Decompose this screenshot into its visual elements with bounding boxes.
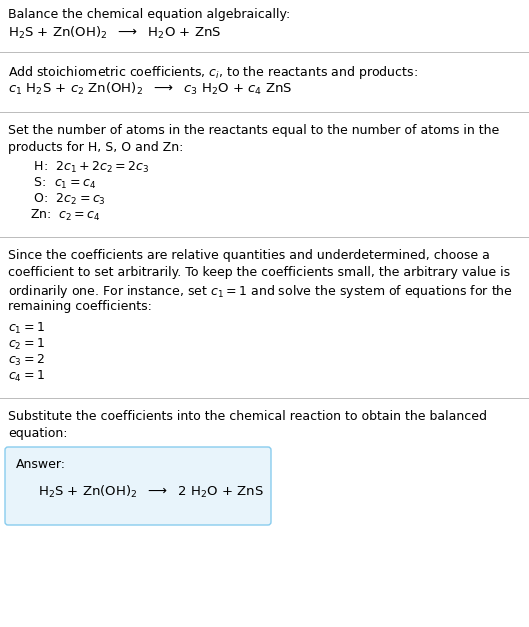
Text: equation:: equation: (8, 427, 68, 440)
Text: H:  $2 c_1 + 2 c_2 = 2 c_3$: H: $2 c_1 + 2 c_2 = 2 c_3$ (30, 160, 149, 175)
Text: Zn:  $c_2 = c_4$: Zn: $c_2 = c_4$ (30, 208, 101, 223)
Text: remaining coefficients:: remaining coefficients: (8, 300, 152, 313)
Text: $c_3 = 2$: $c_3 = 2$ (8, 353, 45, 368)
Text: $c_1 = 1$: $c_1 = 1$ (8, 321, 45, 336)
Text: $c_4 = 1$: $c_4 = 1$ (8, 369, 45, 384)
Text: H$_2$S + Zn(OH)$_2$  $\longrightarrow$  H$_2$O + ZnS: H$_2$S + Zn(OH)$_2$ $\longrightarrow$ H$… (8, 25, 221, 41)
Text: Answer:: Answer: (16, 458, 66, 471)
Text: Add stoichiometric coefficients, $c_i$, to the reactants and products:: Add stoichiometric coefficients, $c_i$, … (8, 64, 418, 81)
Text: $c_1$ H$_2$S + $c_2$ Zn(OH)$_2$  $\longrightarrow$  $c_3$ H$_2$O + $c_4$ ZnS: $c_1$ H$_2$S + $c_2$ Zn(OH)$_2$ $\longri… (8, 81, 292, 97)
Text: Substitute the coefficients into the chemical reaction to obtain the balanced: Substitute the coefficients into the che… (8, 410, 487, 423)
Text: O:  $2 c_2 = c_3$: O: $2 c_2 = c_3$ (30, 192, 106, 207)
Text: products for H, S, O and Zn:: products for H, S, O and Zn: (8, 141, 184, 154)
Text: H$_2$S + Zn(OH)$_2$  $\longrightarrow$  2 H$_2$O + ZnS: H$_2$S + Zn(OH)$_2$ $\longrightarrow$ 2 … (38, 484, 264, 500)
Text: S:  $c_1 = c_4$: S: $c_1 = c_4$ (30, 176, 96, 191)
Text: Set the number of atoms in the reactants equal to the number of atoms in the: Set the number of atoms in the reactants… (8, 124, 499, 137)
Text: $c_2 = 1$: $c_2 = 1$ (8, 337, 45, 352)
Text: Balance the chemical equation algebraically:: Balance the chemical equation algebraica… (8, 8, 290, 21)
Text: Since the coefficients are relative quantities and underdetermined, choose a: Since the coefficients are relative quan… (8, 249, 490, 262)
Text: ordinarily one. For instance, set $c_1 = 1$ and solve the system of equations fo: ordinarily one. For instance, set $c_1 =… (8, 283, 513, 300)
Text: coefficient to set arbitrarily. To keep the coefficients small, the arbitrary va: coefficient to set arbitrarily. To keep … (8, 266, 510, 279)
FancyBboxPatch shape (5, 447, 271, 525)
